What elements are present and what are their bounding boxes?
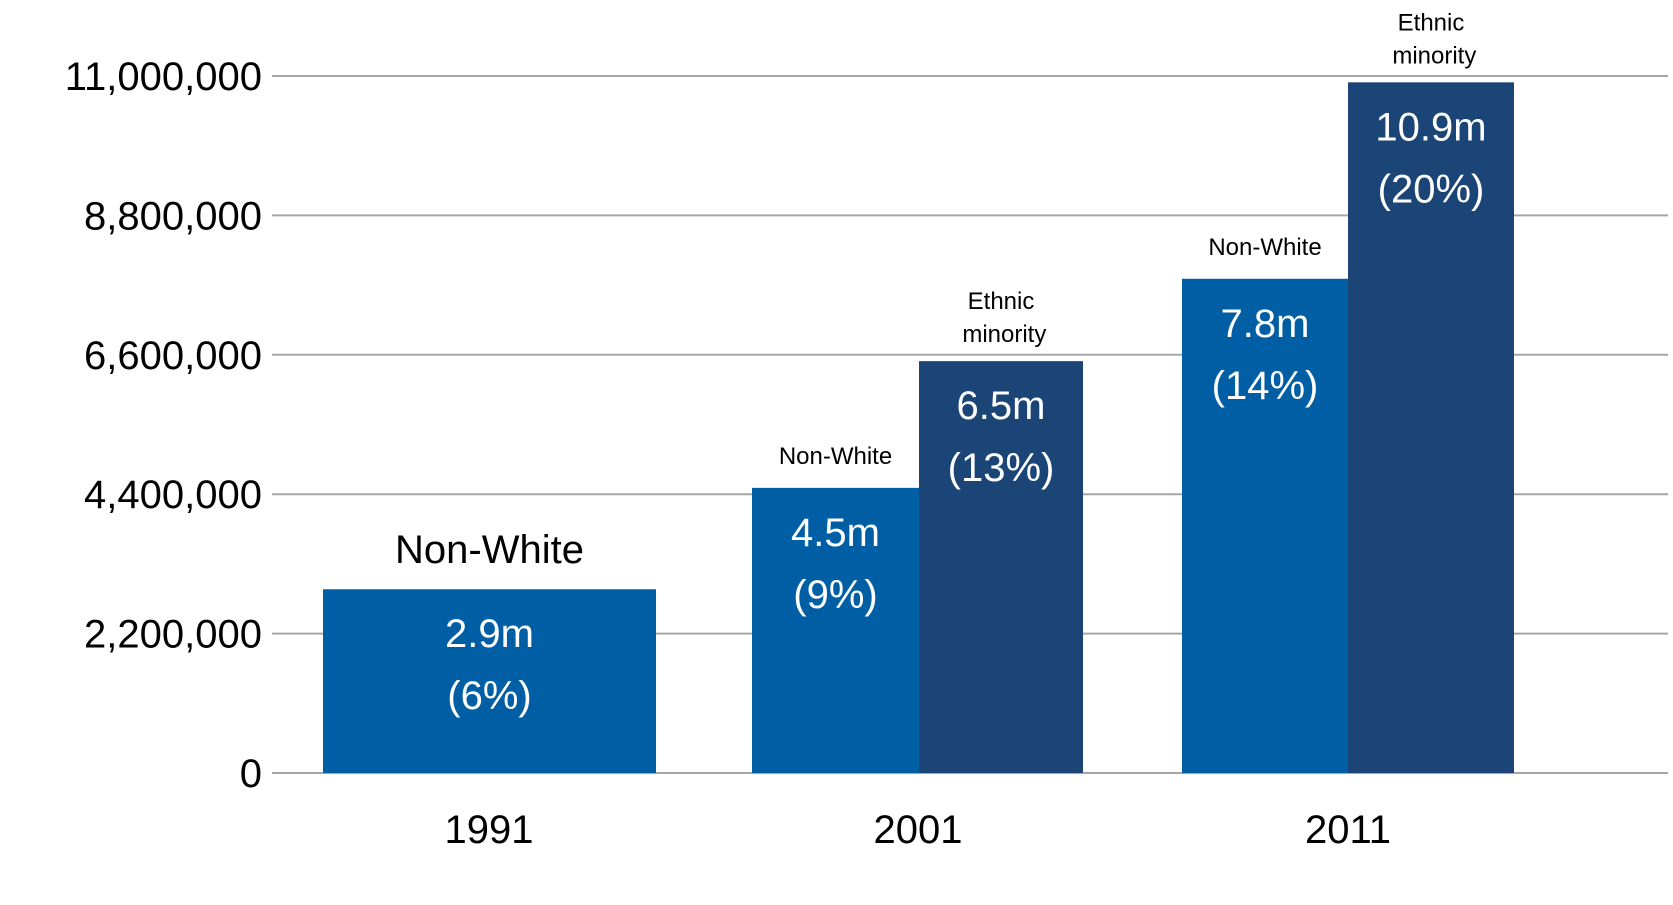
bar-top-label-1991-non-white: Non-White xyxy=(395,528,584,572)
bar-2001-ethnic-minority xyxy=(919,361,1083,773)
y-tick-label-3: 6,600,000 xyxy=(84,334,262,378)
bar-percent-label-2011-ethnic-minority: (20%) xyxy=(1378,167,1485,211)
bar-percent-label-1991-non-white: (6%) xyxy=(447,674,531,718)
bar-top-label-2011-ethnic-minority: Ethnic minority xyxy=(1386,9,1477,69)
bar-2001-non-white xyxy=(752,487,919,773)
bar-top-label-2001-ethnic-minority: Ethnic minority xyxy=(956,288,1047,348)
bar-percent-label-2011-non-white: (14%) xyxy=(1212,364,1319,408)
bar-value-label-2001-non-white: 4.5m xyxy=(791,511,880,555)
y-tick-label-4: 8,800,000 xyxy=(84,194,262,238)
bar-value-label-2001-ethnic-minority: 6.5m xyxy=(957,384,1046,428)
y-axis-tick-labels: 0 2,200,000 4,400,000 6,600,000 8,800,000 11,… xyxy=(65,55,262,796)
bar-top-label-2001-non-white: Non-White xyxy=(779,443,892,470)
bars: 2.9m (6%) Non-White 4.5m (9%) Non-White 6.5m (1… xyxy=(323,9,1514,773)
bar-1991-non-white xyxy=(323,589,656,773)
bar-2011-non-white xyxy=(1182,278,1348,773)
bar-percent-label-2001-non-white: (9%) xyxy=(793,573,877,617)
bar-value-label-2011-non-white: 7.8m xyxy=(1221,302,1310,346)
y-tick-label-0: 0 xyxy=(240,752,262,796)
bar-percent-label-2001-ethnic-minority: (13%) xyxy=(948,446,1055,490)
y-tick-label-5: 11,000,000 xyxy=(65,55,262,99)
x-tick-label-2011: 2011 xyxy=(1305,808,1391,852)
bar-top-label-2011-non-white: Non-White xyxy=(1208,234,1321,261)
bar-value-label-2011-ethnic-minority: 10.9m xyxy=(1375,105,1486,149)
bar-value-label-1991-non-white: 2.9m xyxy=(445,612,534,656)
x-tick-label-2001: 2001 xyxy=(874,808,963,852)
bar-2011-ethnic-minority xyxy=(1348,82,1514,773)
x-tick-label-1991: 1991 xyxy=(445,808,534,852)
x-axis-tick-labels: 1991 2001 2011 xyxy=(445,808,1392,852)
y-tick-label-2: 4,400,000 xyxy=(84,473,262,517)
y-tick-label-1: 2,200,000 xyxy=(84,613,262,657)
